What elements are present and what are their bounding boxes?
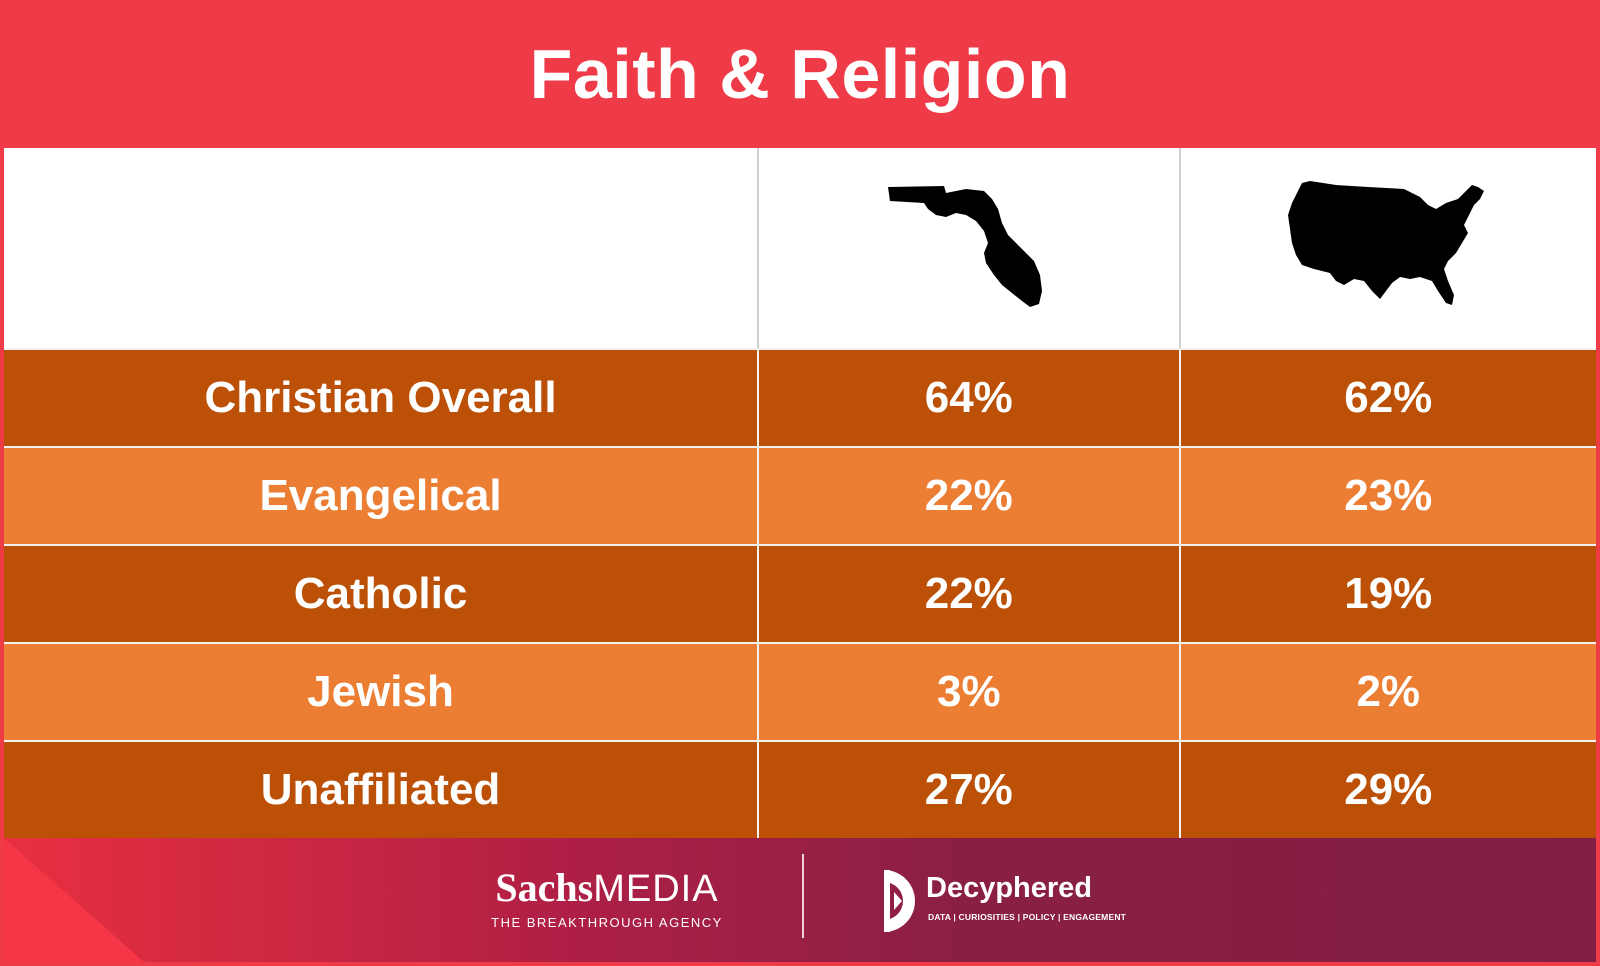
- florida-value: 22%: [757, 546, 1178, 642]
- decyphered-logo-icon: [884, 870, 915, 932]
- row-label: Evangelical: [259, 471, 502, 520]
- usa-silhouette-icon: [1288, 181, 1485, 305]
- footer-banner: SachsMEDIA THE BREAKTHROUGH AGENCY Decyp…: [4, 838, 1596, 962]
- row-label: Jewish: [307, 667, 454, 716]
- usa-value: 62%: [1178, 350, 1596, 446]
- usa-value: 23%: [1178, 448, 1596, 544]
- title-banner: Faith & Religion: [0, 0, 1600, 148]
- row-label: Catholic: [293, 569, 468, 618]
- florida-value: 64%: [757, 350, 1178, 446]
- table-row: Catholic 22% 19%: [4, 544, 1596, 642]
- florida-value: 22%: [757, 448, 1178, 544]
- table-row: Evangelical 22% 23%: [4, 446, 1596, 544]
- usa-value: 19%: [1178, 546, 1596, 642]
- sachs-logo-name: Sachs: [495, 865, 594, 910]
- row-label: Unaffiliated: [260, 765, 501, 814]
- table-row: Christian Overall 64% 62%: [4, 348, 1596, 446]
- florida-value: 3%: [757, 644, 1178, 740]
- comparison-table: Christian Overall 64% 62% Evangelical 22% 23%…: [4, 148, 1596, 838]
- florida-silhouette-icon: [887, 186, 1042, 307]
- decyphered-logo-name: Decyphered: [926, 872, 1093, 904]
- sachs-media-logo: SachsMEDIA THE BREAKTHROUGH AGENCY: [482, 865, 732, 931]
- sachs-logo-media: MEDIA: [593, 868, 719, 910]
- header-empty-cell: [4, 148, 757, 348]
- footer-divider: [802, 854, 804, 938]
- usa-value: 2%: [1178, 644, 1596, 740]
- sachs-logo-tagline: THE BREAKTHROUGH AGENCY: [491, 915, 723, 930]
- table-row: Unaffiliated 27% 29%: [4, 740, 1596, 838]
- footer-corner-accent: [4, 838, 144, 962]
- row-label: Christian Overall: [204, 373, 557, 422]
- table-header-row: [4, 148, 1596, 348]
- decyphered-logo-tagline: DATA | CURIOSITIES | POLICY | ENGAGEMENT: [928, 912, 1127, 922]
- table-row: Jewish 3% 2%: [4, 642, 1596, 740]
- page-title: Faith & Religion: [529, 35, 1071, 113]
- header-florida-cell: [757, 148, 1178, 348]
- usa-value: 29%: [1178, 742, 1596, 838]
- table-body: Christian Overall 64% 62% Evangelical 22% 23%…: [4, 348, 1596, 838]
- florida-value: 27%: [757, 742, 1178, 838]
- header-usa-cell: [1178, 148, 1596, 348]
